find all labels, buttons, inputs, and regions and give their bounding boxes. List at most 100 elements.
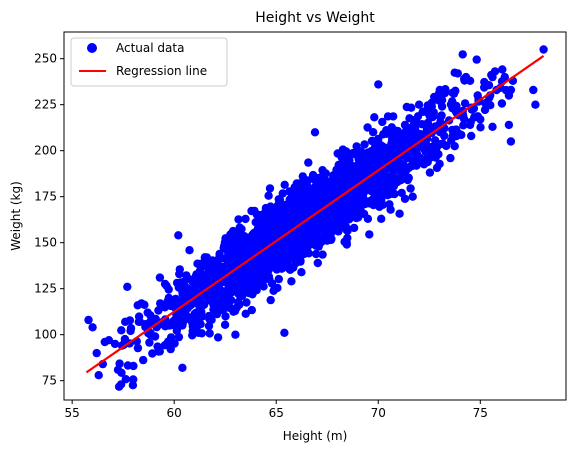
data-point (405, 114, 414, 123)
data-point (359, 187, 369, 196)
data-point (352, 172, 361, 181)
data-point (284, 263, 293, 272)
data-point (310, 128, 320, 137)
data-point (363, 214, 373, 223)
data-point (335, 170, 345, 179)
data-point (298, 233, 307, 242)
x-tick-label: 65 (269, 406, 284, 420)
data-point (446, 153, 455, 163)
data-point (155, 273, 165, 282)
data-point (185, 313, 194, 322)
data-point (529, 85, 538, 95)
data-point (178, 286, 187, 296)
data-point (425, 168, 435, 177)
data-point (92, 348, 101, 358)
legend-box (70, 37, 228, 87)
data-point (193, 298, 202, 307)
y-tick-label: 75 (42, 374, 57, 388)
data-point (278, 189, 287, 198)
data-point (345, 174, 354, 184)
y-tick-label: 150 (34, 236, 57, 250)
data-point (195, 306, 204, 315)
data-point (210, 264, 219, 274)
legend-label-regression-line: Regression line (116, 64, 207, 78)
data-point (378, 117, 387, 127)
data-point (304, 158, 313, 167)
data-point (380, 170, 389, 179)
data-point (280, 180, 289, 189)
data-point (341, 221, 350, 231)
data-point (310, 236, 319, 246)
plot-area (63, 31, 567, 401)
data-point (423, 118, 432, 128)
data-point (161, 322, 170, 331)
regression-line (85, 55, 545, 374)
data-point (407, 161, 416, 170)
data-point (175, 265, 184, 274)
data-point (193, 259, 202, 268)
data-point (341, 152, 351, 161)
data-point (250, 206, 259, 216)
data-point (448, 88, 457, 98)
data-point (395, 172, 405, 182)
data-point (365, 230, 374, 239)
data-point (248, 290, 257, 299)
data-point (191, 271, 201, 281)
data-point (185, 301, 194, 311)
data-point (374, 80, 383, 89)
data-point (265, 184, 275, 193)
y-tick-label: 200 (34, 144, 57, 158)
data-point (295, 245, 304, 255)
data-point (539, 45, 548, 54)
data-point (395, 209, 404, 218)
data-point (233, 272, 243, 281)
data-point (104, 336, 114, 345)
data-point (172, 326, 181, 335)
data-point (266, 295, 275, 305)
data-point (418, 107, 427, 117)
data-point (369, 186, 378, 196)
data-point (387, 123, 396, 132)
data-point (155, 347, 164, 356)
data-point (88, 323, 97, 332)
data-point (204, 321, 214, 331)
data-point (126, 324, 136, 333)
data-point (231, 330, 240, 339)
data-point (414, 100, 424, 109)
data-point (386, 205, 395, 214)
data-point (143, 308, 152, 317)
data-point (423, 157, 432, 167)
data-point (179, 293, 189, 302)
data-point (232, 283, 241, 292)
data-point (241, 309, 250, 318)
data-point (182, 271, 191, 280)
data-point (465, 120, 475, 130)
data-point (178, 321, 187, 330)
data-point (94, 371, 103, 380)
data-point (220, 320, 230, 329)
data-point (117, 326, 126, 335)
data-point (270, 255, 279, 264)
data-point (383, 191, 392, 200)
data-point (432, 163, 442, 173)
data-point (272, 261, 282, 271)
data-point (174, 332, 184, 342)
data-point (197, 329, 206, 338)
data-point (166, 333, 176, 342)
data-point (375, 202, 384, 211)
data-point (476, 123, 485, 132)
data-point (237, 224, 246, 234)
data-point (260, 213, 269, 222)
data-point (366, 197, 375, 206)
x-tick-label: 60 (167, 406, 182, 420)
data-point (240, 232, 249, 241)
data-point (133, 343, 143, 353)
data-point (504, 120, 514, 130)
data-point (531, 100, 540, 109)
legend: Actual data Regression line (70, 37, 228, 87)
data-point (402, 102, 411, 112)
data-point (500, 72, 509, 82)
data-point (363, 165, 372, 174)
data-point (110, 339, 120, 349)
